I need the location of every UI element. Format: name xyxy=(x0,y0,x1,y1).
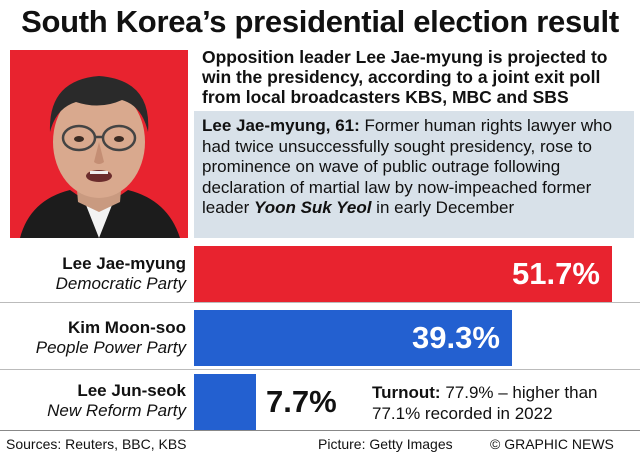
turnout-text: 77.9% – higher than 77.1% recorded in 20… xyxy=(372,383,598,423)
candidate-party: New Reform Party xyxy=(47,401,186,420)
bio-box: Lee Jae-myung, 61: Former human rights l… xyxy=(194,111,634,238)
lead-text: Opposition leader Lee Jae-myung is proje… xyxy=(202,47,608,107)
value-label: 39.3% xyxy=(412,320,500,355)
bar-lee-jae-myung xyxy=(194,246,612,302)
copyright: © GRAPHIC NEWS xyxy=(490,436,614,452)
candidate-party: People Power Party xyxy=(35,338,186,357)
bio-emphasis: Yoon Suk Yeol xyxy=(253,198,372,217)
picture-credit: Picture: Getty Images xyxy=(318,436,453,452)
portrait-image xyxy=(10,50,188,238)
bar-kim-moon-soo xyxy=(194,310,512,366)
bio-tail: in early December xyxy=(371,198,515,217)
row-divider xyxy=(0,369,640,370)
candidate-label-2: Kim Moon-soo People Power Party xyxy=(0,318,186,358)
candidate-name: Lee Jun-seok xyxy=(77,381,186,400)
candidate-party: Democratic Party xyxy=(55,274,186,293)
candidate-name: Lee Jae-myung xyxy=(62,254,186,273)
bio-text: Former human rights lawyer who had twice… xyxy=(202,116,613,217)
bio-name: Lee Jae-myung, 61: xyxy=(202,116,360,135)
value-label: 7.7% xyxy=(266,384,337,419)
turnout-note: Turnout: 77.9% – higher than 77.1% recor… xyxy=(372,382,632,424)
chart-title: South Korea’s presidential election resu… xyxy=(21,4,619,39)
turnout-label: Turnout: xyxy=(372,383,441,402)
bar-lee-jun-seok xyxy=(194,374,256,430)
sources: Sources: Reuters, BBC, KBS xyxy=(6,436,187,452)
candidate-photo xyxy=(10,50,188,238)
value-label: 51.7% xyxy=(512,256,600,291)
row-divider xyxy=(0,302,640,303)
candidate-name: Kim Moon-soo xyxy=(67,318,186,337)
candidate-label-1: Lee Jae-myung Democratic Party xyxy=(0,254,186,294)
footer-divider xyxy=(0,430,640,431)
candidate-label-3: Lee Jun-seok New Reform Party xyxy=(0,381,186,421)
